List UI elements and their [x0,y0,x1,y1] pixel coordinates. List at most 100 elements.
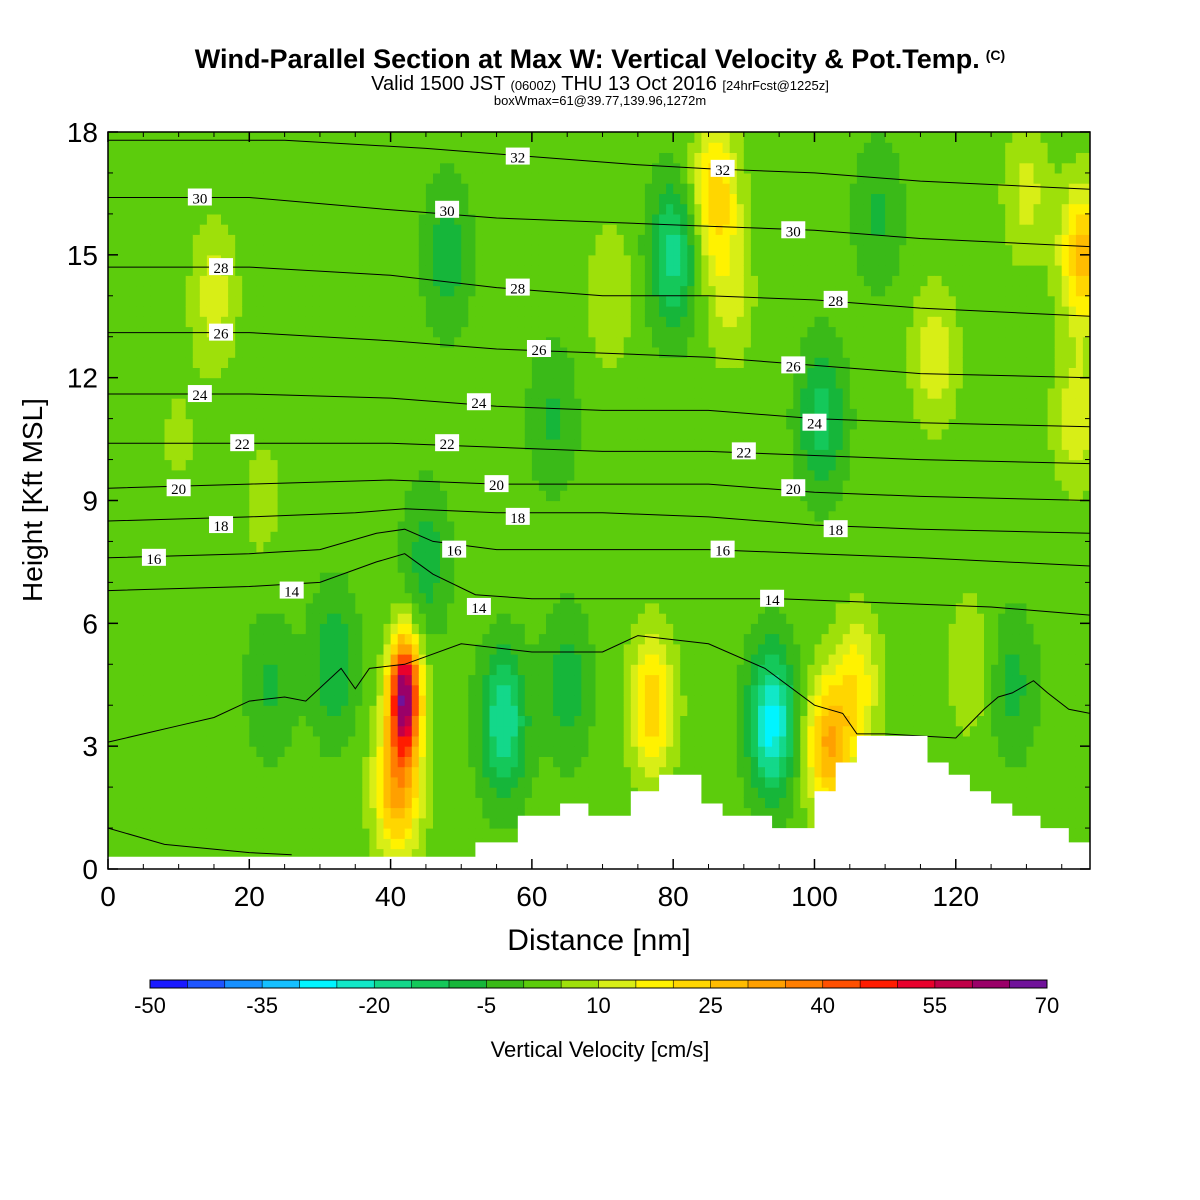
velocity-cell [185,275,194,287]
velocity-cell [143,203,151,215]
velocity-cell [482,357,491,368]
velocity-cell [425,787,434,798]
velocity-cell [185,408,194,420]
velocity-cell [574,367,582,379]
velocity-cell [334,377,342,389]
velocity-cell [312,848,321,860]
velocity-cell [411,817,420,829]
velocity-cell [319,224,328,235]
velocity-cell [383,541,392,553]
velocity-cell [433,510,441,522]
velocity-cell [129,213,137,225]
velocity-cell [249,449,257,461]
velocity-cell [440,521,448,532]
velocity-cell [433,582,441,594]
velocity-cell [496,766,505,778]
velocity-cell [277,234,286,246]
velocity-cell [143,623,151,635]
velocity-cell [249,254,257,266]
velocity-cell [425,408,434,420]
velocity-cell [418,715,427,727]
velocity-cell [482,582,491,594]
velocity-cell [560,459,568,471]
velocity-cell [447,705,455,716]
velocity-cell [206,347,215,358]
velocity-cell [489,807,498,819]
velocity-cell [270,367,279,379]
velocity-cell [404,347,413,358]
velocity-cell [327,480,335,491]
velocity-cell [256,531,265,542]
velocity-cell [369,725,378,737]
velocity-cell [199,203,208,215]
velocity-cell [136,172,144,184]
velocity-cell [397,521,406,532]
velocity-cell [390,572,399,583]
velocity-cell [206,203,215,215]
velocity-cell [418,367,427,379]
velocity-cell [517,459,526,471]
velocity-cell [214,244,222,256]
valid-date: THU 13 Oct 2016 [561,73,717,95]
velocity-cell [489,152,498,164]
velocity-cell [228,275,236,287]
velocity-cell [263,705,272,716]
velocity-cell [376,244,385,256]
velocity-cell [164,500,173,512]
velocity-cell [503,664,512,676]
velocity-cell [553,152,561,164]
velocity-cell [108,756,116,768]
velocity-cell [298,326,307,338]
velocity-cell [376,715,385,727]
velocity-cell [312,521,321,532]
velocity-cell [341,480,349,491]
velocity-cell [341,551,349,563]
velocity-cell [284,418,293,430]
velocity-cell [249,377,257,389]
velocity-cell [475,490,484,502]
velocity-cell [503,336,512,348]
velocity-cell [206,541,215,553]
velocity-cell [129,695,137,706]
velocity-cell [143,838,151,850]
velocity-cell [581,265,589,276]
velocity-cell [376,265,385,276]
velocity-cell [588,510,597,522]
velocity-cell [341,316,349,328]
velocity-cell [447,695,455,706]
velocity-cell [503,521,512,532]
velocity-cell [157,674,166,686]
velocity-cell [214,592,222,604]
velocity-cell [214,408,222,420]
velocity-cell [468,469,476,481]
velocity-cell [235,418,243,430]
velocity-cell [327,705,335,716]
velocity-cell [312,439,321,450]
velocity-cell [242,592,250,604]
velocity-cell [397,541,406,553]
velocity-cell [171,695,180,706]
velocity-cell [235,275,243,287]
velocity-cell [489,142,498,153]
velocity-cell [164,428,173,440]
velocity-cell [334,367,342,379]
velocity-cell [560,172,568,184]
velocity-cell [411,766,420,778]
velocity-cell [553,387,561,399]
velocity-cell [206,838,215,850]
velocity-cell [334,766,342,778]
velocity-cell [390,244,399,256]
velocity-cell [256,295,265,307]
velocity-cell [369,521,378,532]
velocity-cell [362,561,370,573]
velocity-cell [425,275,434,287]
velocity-cell [214,490,222,502]
velocity-cell [291,623,300,635]
velocity-cell [249,582,257,594]
velocity-cell [270,664,279,676]
velocity-cell [404,674,413,686]
velocity-cell [581,490,589,502]
velocity-cell [482,776,491,788]
velocity-cell [122,664,130,676]
velocity-cell [249,213,257,225]
